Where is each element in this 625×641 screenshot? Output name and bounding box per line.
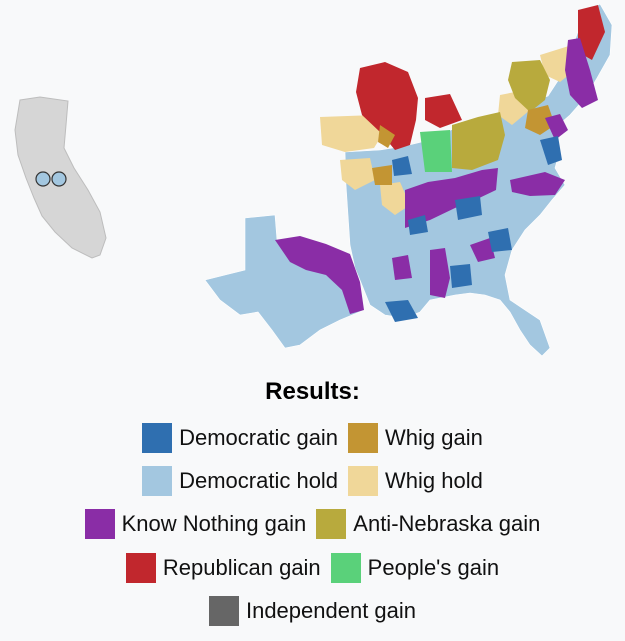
know-nothing-gain-region — [545, 114, 568, 140]
legend-item-whig-gain: Whig gain — [348, 423, 483, 453]
whig-hold-region — [380, 182, 410, 215]
legend-label: Democratic hold — [179, 468, 339, 493]
legend-label: Democratic gain — [179, 425, 339, 450]
anti-nebraska-gain-region — [452, 112, 505, 170]
know-nothing-gain-region — [392, 255, 412, 280]
legend-item-peoples-gain: People's gain — [330, 553, 500, 583]
legend-item-republican-gain: Republican gain — [125, 553, 321, 583]
legend-item-whig-hold: Whig hold — [348, 466, 483, 496]
legend-label: Independent gain — [245, 598, 417, 623]
legend-label: Whig hold — [385, 468, 483, 493]
legend-swatch — [348, 466, 379, 496]
legend-row: Democratic hold Whig hold — [0, 464, 625, 498]
peoples-gain-region — [420, 130, 452, 172]
democratic-gain-region — [488, 228, 512, 252]
legend-label: People's gain — [367, 555, 500, 580]
democratic-gain-region — [540, 136, 562, 165]
legend-swatch — [84, 509, 115, 539]
whig-hold-region — [340, 158, 375, 190]
know-nothing-gain-region — [275, 236, 364, 314]
legend-label: Know Nothing gain — [121, 511, 307, 536]
legend-label: Whig gain — [385, 425, 483, 450]
whig-gain-region — [525, 105, 555, 135]
legend-item-anti-nebraska-gain: Anti-Nebraska gain — [316, 509, 540, 539]
legend-item-democratic-gain: Democratic gain — [142, 423, 338, 453]
republican-gain-region — [425, 94, 462, 128]
election-results-map — [14, 3, 613, 357]
legend-item-democratic-hold: Democratic hold — [142, 466, 338, 496]
whig-hold-region — [320, 115, 382, 152]
california-district-marker — [35, 171, 51, 187]
know-nothing-gain-region — [430, 248, 450, 298]
democratic-gain-region — [392, 156, 412, 176]
anti-nebraska-gain-region — [508, 60, 550, 112]
know-nothing-gain-region — [405, 168, 498, 228]
legend-label: Anti-Nebraska gain — [353, 511, 541, 536]
legend-row: Know Nothing gain Anti-Nebraska gain — [0, 507, 625, 541]
legend-swatch — [208, 596, 239, 626]
know-nothing-gain-region — [510, 172, 565, 196]
democratic-gain-region — [385, 300, 418, 322]
democratic-gain-region — [450, 264, 472, 288]
republican-gain-region — [578, 5, 605, 60]
republican-gain-region — [356, 62, 418, 150]
california-district-marker — [51, 171, 67, 187]
democratic-gain-region — [408, 215, 428, 235]
legend-swatch — [348, 423, 379, 453]
legend-swatch — [142, 466, 173, 496]
whig-gain-region — [372, 165, 392, 185]
legend-item-know-nothing-gain: Know Nothing gain — [84, 509, 307, 539]
democratic-gain-region — [455, 196, 482, 220]
whig-gain-region — [378, 125, 395, 148]
legend-item-independent-gain: Independent gain — [208, 596, 417, 626]
legend-swatch — [142, 423, 173, 453]
know-nothing-gain-region — [470, 238, 495, 262]
legend-row: Democratic gain Whig gain — [0, 421, 625, 455]
legend-swatch — [330, 553, 361, 583]
know-nothing-gain-region — [565, 38, 598, 108]
legend-row: Independent gain — [0, 594, 625, 628]
legend-swatch — [125, 553, 156, 583]
legend-swatch — [316, 509, 347, 539]
legend-label: Republican gain — [162, 555, 321, 580]
legend-row: Republican gain People's gain — [0, 551, 625, 585]
legend-title: Results: — [265, 378, 360, 405]
